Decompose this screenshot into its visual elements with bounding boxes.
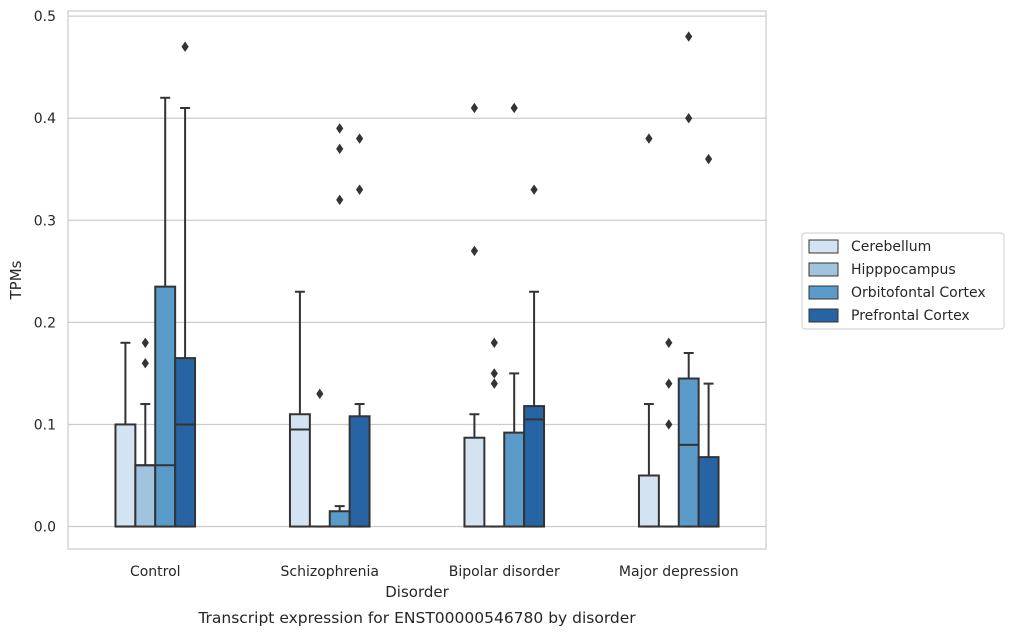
y-tick-label: 0.4 bbox=[34, 111, 56, 127]
box-cerebellum bbox=[463, 102, 486, 528]
x-axis-label: Disorder bbox=[385, 583, 449, 601]
y-tick-label: 0.5 bbox=[34, 9, 56, 25]
outlier-point bbox=[490, 378, 498, 389]
legend-label: Hipppocampus bbox=[851, 262, 956, 278]
box-body bbox=[328, 510, 351, 528]
box-cerebellum bbox=[114, 341, 137, 528]
x-tick-label: Control bbox=[130, 564, 181, 580]
legend-label: Prefrontal Cortex bbox=[851, 308, 970, 324]
outlier-point bbox=[510, 102, 518, 114]
outlier-point bbox=[141, 358, 149, 369]
x-tick-label: Major depression bbox=[619, 564, 739, 580]
outlier-point bbox=[490, 337, 498, 348]
box-hipppocampus bbox=[309, 388, 330, 528]
outlier-point bbox=[470, 245, 479, 257]
box-body bbox=[677, 377, 700, 528]
legend-label: Cerebellum bbox=[851, 239, 931, 255]
box-body bbox=[697, 456, 720, 528]
outlier-point bbox=[665, 337, 673, 348]
box-hipppocampus bbox=[658, 337, 679, 528]
box-body bbox=[288, 413, 311, 528]
box-body bbox=[523, 405, 546, 528]
outlier-point bbox=[530, 184, 538, 195]
y-tick-label: 0.2 bbox=[34, 315, 56, 331]
outlier-point bbox=[355, 133, 364, 144]
x-tick-labels: Control Schizophrenia Bipolar disorder Majo… bbox=[130, 564, 739, 580]
x-tick-label: Bipolar disorder bbox=[449, 564, 560, 580]
legend-swatch bbox=[808, 239, 839, 254]
outlier-point bbox=[316, 388, 324, 400]
box-orbitofontal-cortex bbox=[328, 123, 351, 528]
y-tick-label: 0.3 bbox=[34, 213, 56, 229]
boxes bbox=[114, 31, 720, 528]
outlier-point bbox=[685, 112, 693, 124]
outlier-point bbox=[665, 419, 673, 430]
box-body bbox=[174, 357, 197, 528]
box-cerebellum bbox=[637, 133, 660, 528]
legend-swatch bbox=[808, 285, 839, 300]
outlier-point bbox=[470, 102, 479, 114]
box-prefrontal-cortex bbox=[174, 41, 197, 528]
legend-swatch bbox=[808, 262, 839, 277]
box-prefrontal-cortex bbox=[348, 133, 371, 528]
outlier-point bbox=[704, 153, 713, 165]
outlier-point bbox=[490, 368, 498, 379]
box-body bbox=[114, 423, 137, 528]
box-cerebellum bbox=[288, 290, 311, 528]
y-tick-labels: 0.0 0.1 0.2 0.3 0.4 0.5 bbox=[34, 9, 56, 535]
outlier-point bbox=[645, 133, 653, 144]
box-body bbox=[134, 464, 157, 528]
box-body bbox=[637, 474, 660, 528]
box-body bbox=[503, 431, 526, 528]
outlier-point bbox=[665, 378, 673, 389]
box-body bbox=[463, 436, 486, 528]
box-body bbox=[348, 415, 371, 528]
box-prefrontal-cortex bbox=[697, 153, 720, 528]
x-tick-label: Schizophrenia bbox=[281, 564, 379, 580]
box-hipppocampus bbox=[484, 337, 505, 528]
legend-label: Orbitofontal Cortex bbox=[851, 285, 986, 301]
outlier-point bbox=[336, 123, 344, 134]
box-prefrontal-cortex bbox=[523, 184, 546, 528]
outlier-point bbox=[141, 337, 149, 348]
chart-caption: Transcript expression for ENST0000054678… bbox=[197, 609, 636, 627]
plot-area-frame bbox=[67, 10, 767, 550]
box-orbitofontal-cortex bbox=[503, 102, 526, 528]
box-hipppocampus bbox=[134, 337, 157, 528]
box-orbitofontal-cortex bbox=[154, 96, 177, 528]
box-body bbox=[154, 285, 177, 528]
y-tick-label: 0.1 bbox=[34, 417, 56, 433]
legend: Cerebellum Hipppocampus Orbitofontal Corte… bbox=[801, 232, 1005, 330]
legend-frame bbox=[801, 232, 1005, 330]
outlier-point bbox=[685, 31, 693, 42]
outlier-point bbox=[336, 194, 344, 206]
outlier-point bbox=[355, 184, 364, 195]
box-orbitofontal-cortex bbox=[677, 31, 700, 528]
legend-swatch bbox=[808, 308, 839, 323]
y-axis-label: TPMs bbox=[7, 260, 25, 300]
y-tick-label: 0.0 bbox=[34, 520, 56, 536]
outlier-point bbox=[336, 143, 344, 155]
outlier-point bbox=[181, 41, 189, 52]
